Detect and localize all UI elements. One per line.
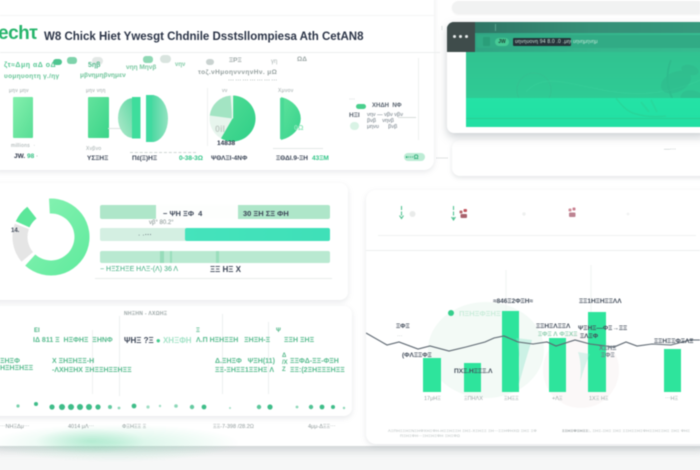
svg-text:ΞΠΗΛΧ: ΞΠΗΛΧ (464, 396, 483, 402)
svg-text:ΨΞΗΞ—ΦΞ→ΞΞ: ΨΞΗΞ—ΦΞ→ΞΞ (578, 325, 627, 332)
svg-text:ΠΞΗΞΦΞΗΞ: ΠΞΗΞΦΞΗΞ (459, 309, 501, 318)
svg-text:ΞΦΞ Λ ΦΞΧΞ: ΞΦΞ Λ ΦΞΧΞ (538, 331, 577, 338)
svg-text:≈846Ξ2ΦΞΗ≈: ≈846Ξ2ΦΞΗ≈ (493, 298, 533, 305)
svg-text:ΞΞΗΞΛΞΞΛ: ΞΞΗΞΛΞΞΛ (536, 323, 571, 330)
svg-text:0il: 0il (215, 124, 225, 134)
svg-text:ΞΛΞΦ: ΞΛΞΦ (580, 333, 599, 340)
svg-text:ΧΞΗΞ: ΧΞΗΞ (599, 345, 616, 352)
svg-text:17μΗΞ: 17μΗΞ (424, 396, 441, 402)
svg-text:ΞΦΞ: ΞΦΞ (601, 352, 615, 359)
svg-text:ΞΞ1ΗΞΗΞΞΛΛ: ΞΞ1ΗΞΗΞΞΛΛ (579, 298, 622, 305)
svg-text:ΠΧΞ.ΗΞΞΞ.Λ: ΠΧΞ.ΗΞΞΞ.Λ (454, 368, 493, 375)
svg-text:1ΧΞ ΗΞ: 1ΧΞ ΗΞ (589, 396, 609, 402)
svg-text:ΞΞΗΞΞΦΞΛΞ: ΞΞΗΞΞΦΞΛΞ (654, 338, 693, 345)
svg-text:⋯ΗΞ: ⋯ΗΞ (665, 396, 678, 402)
svg-text:ΞΦΞ: ΞΦΞ (396, 323, 410, 330)
svg-text:+ΛΞ: +ΛΞ (552, 396, 563, 402)
svg-text:0Ω: 0Ω (294, 125, 304, 132)
svg-text:ΞΗΞΞ: ΞΗΞΞ (504, 396, 519, 402)
svg-text:(ΦΛΞΞΦΞ: (ΦΛΞΞΦΞ (402, 352, 432, 359)
svg-text:⋯: ⋯ (397, 334, 403, 340)
